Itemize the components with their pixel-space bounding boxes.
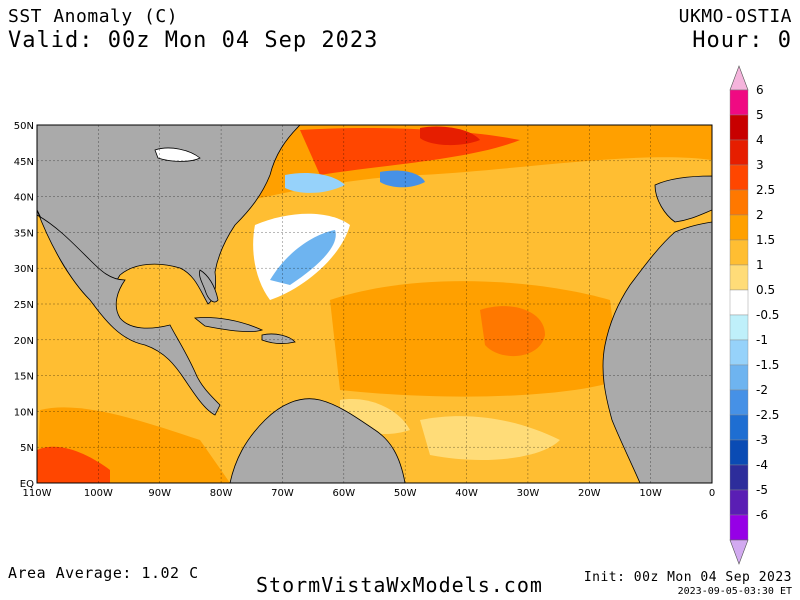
lon-tick-label: 10W xyxy=(639,488,662,499)
anomaly-cool-patch xyxy=(270,230,336,285)
colorbar-label: -6 xyxy=(756,508,768,522)
colorbar-label: -3 xyxy=(756,433,768,447)
lat-tick-label: 10N xyxy=(14,407,34,418)
lat-tick-label: 20N xyxy=(14,336,34,347)
lon-tick-label: 100W xyxy=(84,488,113,499)
lon-tick-label: 20W xyxy=(578,488,601,499)
colorbar-label: 5 xyxy=(756,108,764,122)
africa xyxy=(602,221,712,483)
lon-tick-label: 30W xyxy=(517,488,540,499)
lat-tick-label: EQ xyxy=(20,479,34,490)
anomaly-light-patch xyxy=(420,416,560,460)
colorbar-label: 4 xyxy=(756,133,764,147)
colorbar-swatch xyxy=(729,289,749,316)
area-average: Area Average: 1.02 C xyxy=(8,564,199,582)
site-name: StormVistaWxModels.com xyxy=(256,573,543,597)
colorbar-swatch xyxy=(729,364,749,391)
map-title: SST Anomaly (C) xyxy=(8,6,179,27)
lon-labels: 110W 100W 90W 80W 70W 60W 50W 40W 30W 20W 10W 0 xyxy=(23,488,716,499)
colorbar-swatch xyxy=(729,114,749,141)
lat-tick-label: 45N xyxy=(14,157,34,168)
colorbar-swatch xyxy=(729,139,749,166)
colorbar-swatch xyxy=(729,314,749,341)
lon-tick-label: 110W xyxy=(23,488,52,499)
colorbar-label: -1.5 xyxy=(756,358,779,372)
colorbar-swatch xyxy=(729,214,749,241)
colorbar-swatch xyxy=(729,464,749,491)
lat-tick-label: 50N xyxy=(14,121,34,132)
colorbar-swatch xyxy=(729,189,749,216)
colorbar-swatch xyxy=(729,339,749,366)
lon-tick-label: 70W xyxy=(271,488,294,499)
lon-tick-label: 60W xyxy=(333,488,356,499)
colorbar-label: 0.5 xyxy=(756,283,775,297)
cuba xyxy=(193,317,264,333)
colorbar-swatch xyxy=(729,389,749,416)
anomaly-hot-spot xyxy=(480,306,545,357)
colorbar-label: -0.5 xyxy=(756,308,779,322)
colorbar-swatch xyxy=(729,239,749,266)
florida xyxy=(199,269,219,303)
colorbar-bottom-arrow xyxy=(729,539,749,565)
lat-labels: 50N 45N 40N 35N 30N 25N 20N 15N 10N 5N EQ xyxy=(14,121,34,490)
map-frame xyxy=(36,124,713,484)
colorbar-label: 2.5 xyxy=(756,183,775,197)
lon-tick-label: 0 xyxy=(709,488,715,499)
colorbar-label: -2.5 xyxy=(756,408,779,422)
colorbar-swatch xyxy=(729,264,749,291)
lon-tick-label: 40W xyxy=(455,488,478,499)
colorbar-label: -1 xyxy=(756,333,768,347)
land xyxy=(37,125,712,483)
lon-tick-label: 80W xyxy=(210,488,233,499)
colorbar-label: 2 xyxy=(756,208,764,222)
anomaly-pacific-hot xyxy=(37,446,110,483)
anomaly-warm-central xyxy=(330,281,620,397)
anomaly-north-red xyxy=(420,126,480,146)
model-name: UKMO-OSTIA xyxy=(678,6,792,27)
colorbar-top-arrow xyxy=(729,65,749,91)
grid xyxy=(37,125,712,483)
lon-tick-label: 90W xyxy=(148,488,171,499)
colorbar-label: 1 xyxy=(756,258,764,272)
colorbar-swatch xyxy=(729,164,749,191)
colorbar-label: -2 xyxy=(756,383,768,397)
valid-time: Valid: 00z Mon 04 Sep 2023 xyxy=(8,28,379,53)
lat-tick-label: 30N xyxy=(14,264,34,275)
colorbar-label: -5 xyxy=(756,483,768,497)
colorbar-label: 6 xyxy=(756,83,764,97)
init-time: Init: 00z Mon 04 Sep 2023 xyxy=(583,570,792,585)
colorbar-swatch xyxy=(729,439,749,466)
south-america xyxy=(229,398,406,483)
colorbar-swatch xyxy=(729,514,749,541)
anomaly-cool-north-2 xyxy=(380,170,425,188)
colorbar-swatch xyxy=(729,489,749,516)
lat-tick-label: 35N xyxy=(14,228,34,239)
hispaniola xyxy=(261,333,296,344)
colorbar-swatch xyxy=(729,414,749,441)
iberia xyxy=(654,175,712,223)
timestamp: 2023-09-05-03:30 ET xyxy=(677,586,792,597)
colorbar-label: 1.5 xyxy=(756,233,775,247)
lat-tick-label: 25N xyxy=(14,300,34,311)
lat-tick-label: 5N xyxy=(20,443,34,454)
colorbar-label: 3 xyxy=(756,158,764,172)
anomaly-cool-north xyxy=(285,173,345,193)
colorbar-label: -4 xyxy=(756,458,768,472)
colorbar: 6 5 4 3 2.5 2 1.5 1 0.5 -0.5 -1 -1.5 -2 -2.5 -3 -4 -5 -6 xyxy=(729,65,779,565)
forecast-hour: Hour: 0 xyxy=(692,28,792,53)
lon-tick-label: 50W xyxy=(394,488,417,499)
great-lakes xyxy=(154,147,201,162)
mexico xyxy=(37,209,221,416)
colorbar-swatch xyxy=(729,89,749,116)
lat-tick-label: 15N xyxy=(14,372,34,383)
lat-tick-label: 40N xyxy=(14,193,34,204)
